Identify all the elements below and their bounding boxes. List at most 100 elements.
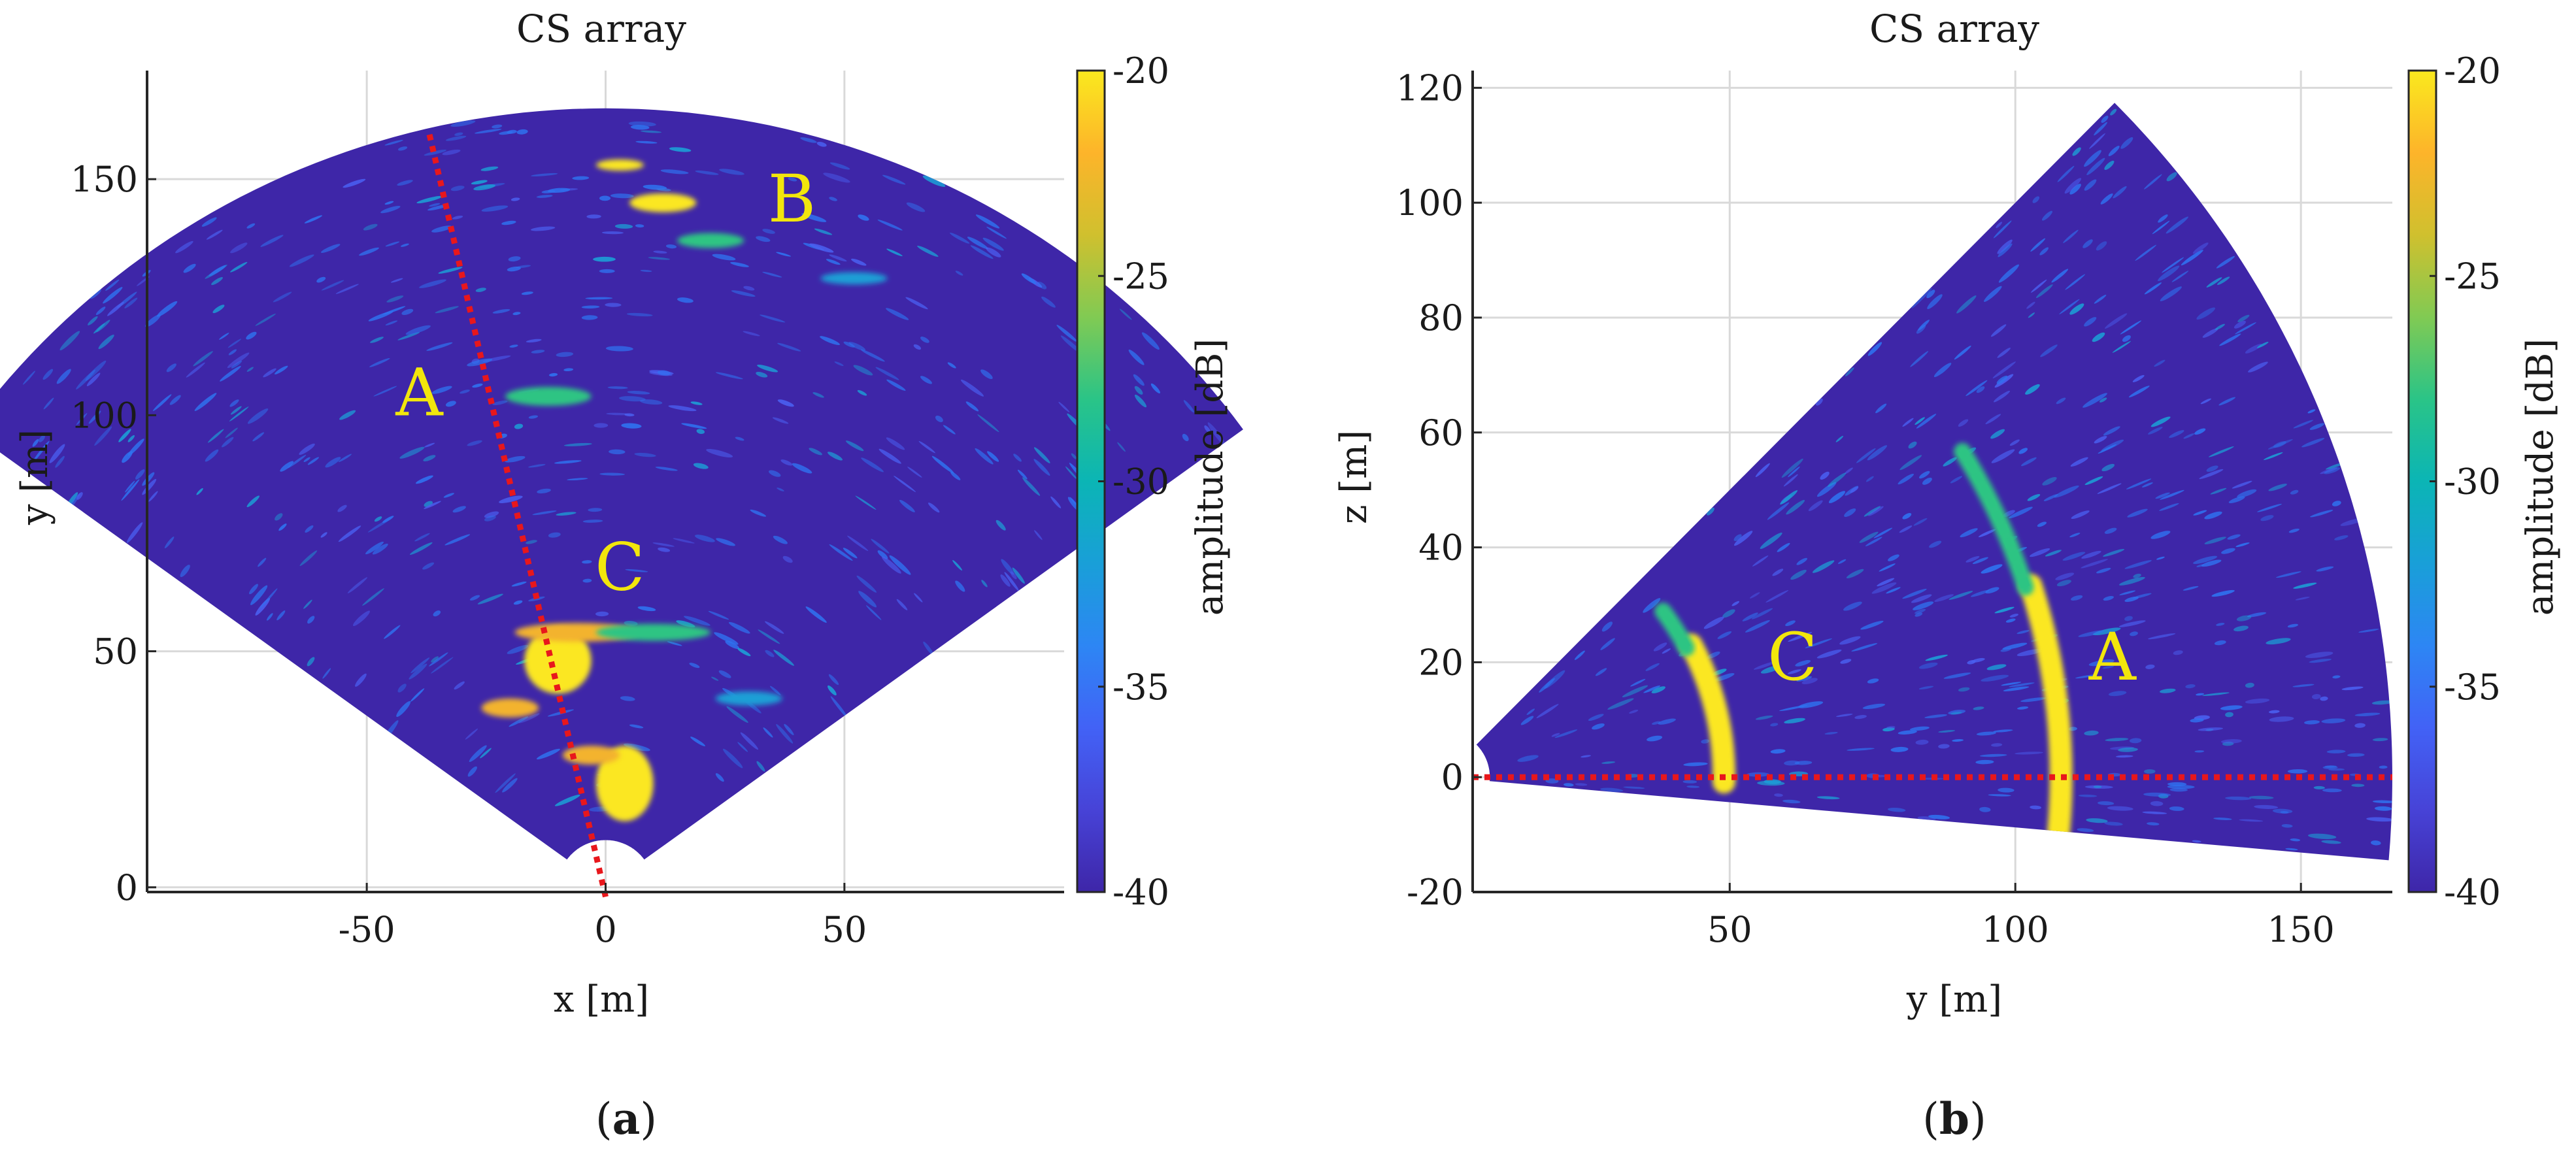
speckle: [2236, 615, 2252, 621]
speckle: [812, 392, 824, 398]
speckle: [2326, 750, 2346, 753]
speckle: [554, 460, 582, 464]
speckle: [1000, 574, 1011, 587]
speckle: [125, 480, 135, 493]
speckle: [1902, 513, 1912, 520]
panel-a-annotations: A B C: [395, 161, 816, 605]
speckle: [756, 236, 771, 242]
speckle: [2072, 147, 2081, 156]
speckle: [1996, 222, 2003, 228]
speckle: [2126, 478, 2152, 489]
speckle: [424, 501, 441, 509]
speckle: [1785, 620, 1796, 627]
speckle: [2098, 801, 2115, 806]
speckle: [384, 201, 394, 205]
speckle: [1845, 467, 1853, 474]
speckle: [1805, 638, 1832, 648]
speckle: [249, 584, 258, 595]
speckle: [1928, 814, 1950, 819]
speckle: [1954, 345, 1971, 360]
speckle: [443, 493, 454, 498]
speckle: [2183, 433, 2195, 439]
speckle: [2295, 597, 2310, 601]
speckle: [1041, 296, 1056, 308]
speckle: [2084, 179, 2097, 191]
speckle: [548, 372, 558, 377]
speckle: [712, 254, 736, 261]
speckle: [2216, 256, 2235, 269]
y-tick-label: 40: [1418, 527, 1464, 569]
speckle: [1786, 499, 1805, 515]
speckle: [127, 435, 135, 442]
speckle: [1868, 506, 1884, 516]
speckle: [2321, 840, 2341, 844]
speckle: [55, 455, 65, 468]
speckle: [353, 610, 370, 626]
speckle: [385, 320, 398, 325]
speckle: [2055, 572, 2075, 580]
speckle: [94, 426, 112, 446]
speckle: [980, 369, 993, 380]
speckle: [1856, 448, 1876, 463]
speckle: [2078, 630, 2105, 637]
speckle: [2185, 684, 2196, 689]
speckle: [2293, 582, 2317, 589]
speckle: [424, 150, 447, 156]
speckle: [225, 427, 238, 438]
speckle: [246, 223, 256, 229]
speckle: [2254, 804, 2279, 809]
speckle: [2204, 511, 2222, 520]
speckle: [121, 479, 140, 501]
speckle: [653, 250, 667, 254]
speckle: [607, 386, 628, 389]
speckle: [2094, 436, 2107, 444]
speckle: [2086, 818, 2108, 823]
speckle: [1058, 401, 1070, 412]
speckle: [521, 291, 533, 295]
speckle: [230, 406, 242, 415]
speckle: [422, 562, 435, 570]
speckle: [689, 663, 700, 669]
speckle: [2093, 786, 2102, 788]
speckle: [1623, 786, 1645, 789]
speckle: [1899, 525, 1913, 533]
speckle: [716, 538, 735, 546]
speckle: [1004, 572, 1019, 591]
x-tick-label: 50: [822, 909, 867, 950]
annotation-a: A: [395, 354, 444, 431]
speckle: [396, 701, 411, 718]
speckle: [2202, 328, 2218, 338]
speckle: [2143, 792, 2171, 797]
speckle: [415, 475, 433, 484]
speckle: [769, 686, 781, 695]
speckle: [273, 291, 292, 303]
speckle: [1835, 435, 1843, 442]
speckle: [305, 525, 314, 533]
y-tick-label: 100: [71, 395, 138, 436]
speckle: [384, 625, 401, 639]
speckle: [2127, 508, 2148, 518]
speckle: [1845, 367, 1854, 376]
speckle: [856, 575, 877, 593]
speckle: [2081, 550, 2101, 559]
speckle: [384, 139, 403, 146]
speckle: [2141, 482, 2153, 488]
speckle: [1824, 731, 1838, 735]
speckle: [581, 305, 600, 309]
speckle: [2202, 692, 2230, 696]
speckle: [509, 716, 529, 727]
speckle: [475, 129, 502, 134]
speckle: [126, 522, 143, 543]
panel-b-caption: (b): [1922, 1093, 1986, 1144]
speckle: [626, 312, 653, 317]
speckle: [374, 516, 382, 522]
speckle: [1021, 273, 1037, 284]
speckle: [1207, 422, 1226, 446]
speckle: [599, 472, 626, 476]
speckle: [2081, 559, 2108, 569]
panel-b-caption-letter: b: [1939, 1093, 1969, 1144]
speckle: [637, 606, 656, 612]
speckle: [668, 405, 697, 412]
speckle: [777, 399, 794, 407]
speckle: [1745, 620, 1770, 633]
